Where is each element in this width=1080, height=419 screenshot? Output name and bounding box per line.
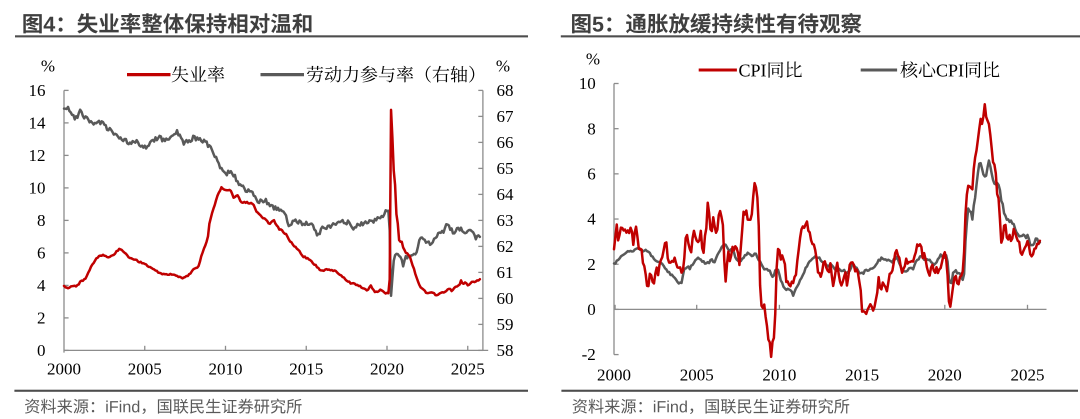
svg-text:2015: 2015 (845, 365, 879, 384)
svg-text:61: 61 (497, 263, 514, 282)
svg-text:66: 66 (497, 133, 514, 152)
svg-text:0: 0 (37, 341, 46, 360)
svg-text:2015: 2015 (289, 359, 323, 378)
svg-text:6: 6 (37, 244, 46, 263)
svg-text:8: 8 (587, 119, 596, 138)
svg-text:2010: 2010 (209, 359, 243, 378)
svg-text:2005: 2005 (680, 365, 714, 384)
svg-text:64: 64 (497, 185, 515, 204)
svg-text:65: 65 (497, 159, 514, 178)
svg-text:62: 62 (497, 237, 514, 256)
svg-text:2020: 2020 (928, 365, 962, 384)
svg-text:10: 10 (29, 179, 46, 198)
svg-text:63: 63 (497, 211, 514, 230)
svg-text:%: % (496, 57, 510, 76)
svg-text:58: 58 (497, 341, 514, 360)
svg-text:14: 14 (29, 114, 47, 133)
svg-text:2010: 2010 (762, 365, 796, 384)
svg-text:4: 4 (587, 210, 596, 229)
svg-text:2: 2 (587, 255, 596, 274)
svg-text:2000: 2000 (597, 365, 631, 384)
svg-text:2005: 2005 (128, 359, 162, 378)
svg-text:6: 6 (587, 165, 596, 184)
svg-text:2025: 2025 (1011, 365, 1045, 384)
svg-text:16: 16 (29, 81, 46, 100)
svg-text:%: % (586, 50, 600, 69)
svg-text:2020: 2020 (370, 359, 404, 378)
svg-text:60: 60 (497, 289, 514, 308)
svg-text:0: 0 (587, 300, 596, 319)
svg-text:10: 10 (579, 74, 596, 93)
svg-text:67: 67 (497, 107, 515, 126)
svg-text:4: 4 (37, 276, 46, 295)
svg-text:2: 2 (37, 309, 46, 328)
svg-text:2000: 2000 (47, 359, 81, 378)
svg-text:68: 68 (497, 81, 514, 100)
svg-text:2025: 2025 (451, 359, 485, 378)
svg-text:8: 8 (37, 211, 46, 230)
svg-text:%: % (41, 57, 55, 76)
svg-text:59: 59 (497, 315, 514, 334)
svg-text:-2: -2 (582, 345, 596, 364)
svg-text:12: 12 (29, 146, 46, 165)
